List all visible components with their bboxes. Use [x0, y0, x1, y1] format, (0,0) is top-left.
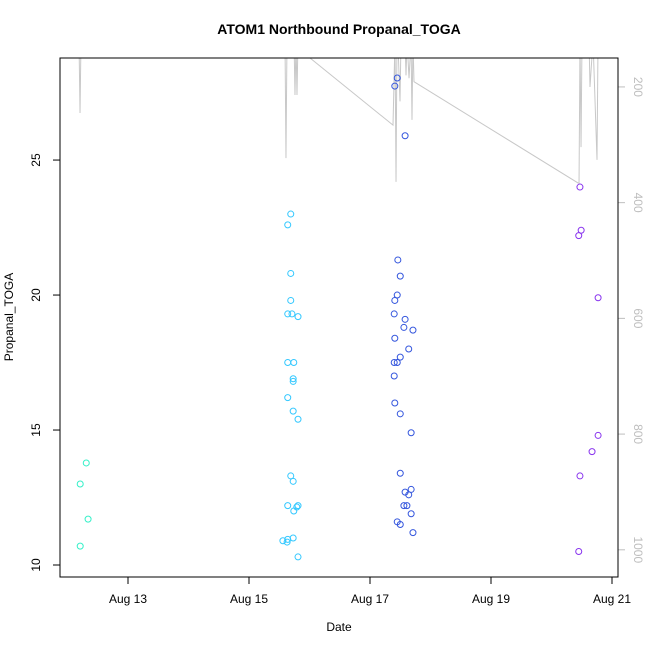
x-tick-label: Aug 13 [109, 592, 147, 606]
data-point [407, 429, 415, 437]
plot-frame [59, 57, 619, 578]
x-tick-label: Aug 15 [230, 592, 268, 606]
data-point [400, 502, 408, 510]
data-point [575, 548, 583, 556]
data-point [576, 472, 584, 480]
data-point [391, 296, 399, 304]
data-point [396, 410, 404, 418]
data-point [289, 375, 297, 383]
data-point [284, 310, 292, 318]
data-point [393, 74, 401, 82]
data-point [401, 132, 409, 140]
data-point [287, 296, 295, 304]
data-point [409, 529, 417, 537]
y-tick-label: 25 [29, 153, 43, 167]
data-point [294, 502, 302, 510]
y-tick-label: 15 [29, 423, 43, 437]
data-point [279, 537, 287, 545]
data-point [76, 542, 84, 550]
data-point [407, 510, 415, 518]
data-point [391, 82, 399, 90]
data-point [294, 553, 302, 561]
data-point [594, 431, 602, 439]
data-point [576, 183, 584, 191]
data-point [409, 326, 417, 334]
points-layer [76, 74, 602, 561]
x-tick-label: Aug 17 [351, 592, 389, 606]
data-point [294, 415, 302, 423]
data-point [575, 232, 583, 240]
data-point [284, 502, 292, 510]
y-tick-label: 20 [29, 288, 43, 302]
y2-tick-label: 200 [631, 77, 645, 97]
data-point [288, 310, 296, 318]
data-point [284, 535, 292, 543]
data-point [82, 459, 90, 467]
y-axis-label: Propanal_TOGA [2, 273, 16, 362]
data-point [391, 334, 399, 342]
data-point [405, 345, 413, 353]
data-point [76, 480, 84, 488]
chart-title: ATOM1 Northbound Propanal_TOGA [217, 21, 460, 37]
y2-tick-label: 1000 [631, 536, 645, 563]
axes: Aug 13 Aug 15 Aug 17 Aug 19 Aug 21 10 15 20 25 20… [29, 77, 645, 606]
data-point [294, 313, 302, 321]
y2-tick-label: 600 [631, 308, 645, 328]
data-point [393, 359, 401, 367]
data-point [405, 491, 413, 499]
data-point [290, 359, 298, 367]
data-point [401, 315, 409, 323]
data-point [394, 256, 402, 264]
x-axis-label: Date [326, 620, 352, 634]
data-point [84, 515, 92, 523]
data-point [403, 502, 411, 510]
x-tick-label: Aug 21 [593, 592, 631, 606]
data-point [396, 272, 404, 280]
data-point [284, 394, 292, 402]
data-point [396, 469, 404, 477]
data-point [594, 294, 602, 302]
y2-tick-label: 800 [631, 424, 645, 444]
data-point [283, 538, 291, 546]
data-point [588, 448, 596, 456]
data-point [289, 477, 297, 485]
data-point [390, 372, 398, 380]
data-point [289, 407, 297, 415]
data-point [396, 521, 404, 529]
data-point [290, 507, 298, 515]
x-tick-label: Aug 19 [472, 592, 510, 606]
data-point [396, 353, 404, 361]
y2-tick-label: 400 [631, 193, 645, 213]
data-point [284, 221, 292, 229]
data-point [390, 310, 398, 318]
data-point [400, 323, 408, 331]
data-point [289, 377, 297, 385]
data-point [391, 399, 399, 407]
y-tick-label: 10 [29, 558, 43, 572]
data-point [390, 359, 398, 367]
data-point [287, 210, 295, 218]
data-point [287, 269, 295, 277]
